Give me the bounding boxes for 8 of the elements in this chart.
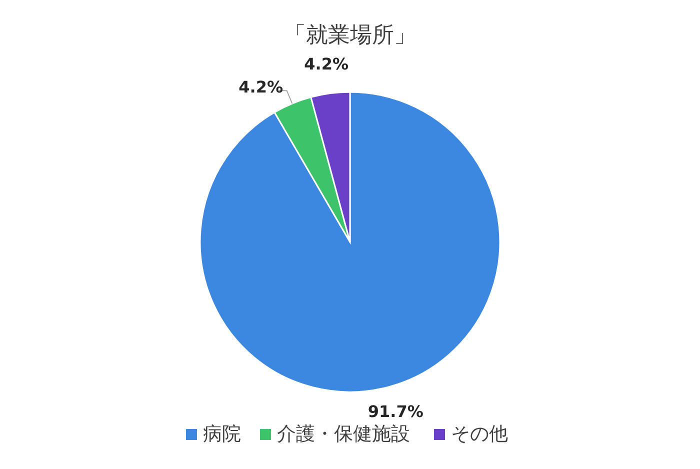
legend-label: その他 [451, 423, 508, 445]
data-label: 4.2% [304, 54, 349, 74]
chart-title: 「就業場所」 [284, 23, 416, 48]
pie-slice [199, 91, 501, 393]
legend-label: 病院 [203, 423, 241, 445]
data-label: 4.2% [238, 78, 284, 97]
legend-label: 介護・保健施設 [277, 423, 410, 445]
data-label: 91.7% [368, 402, 424, 421]
